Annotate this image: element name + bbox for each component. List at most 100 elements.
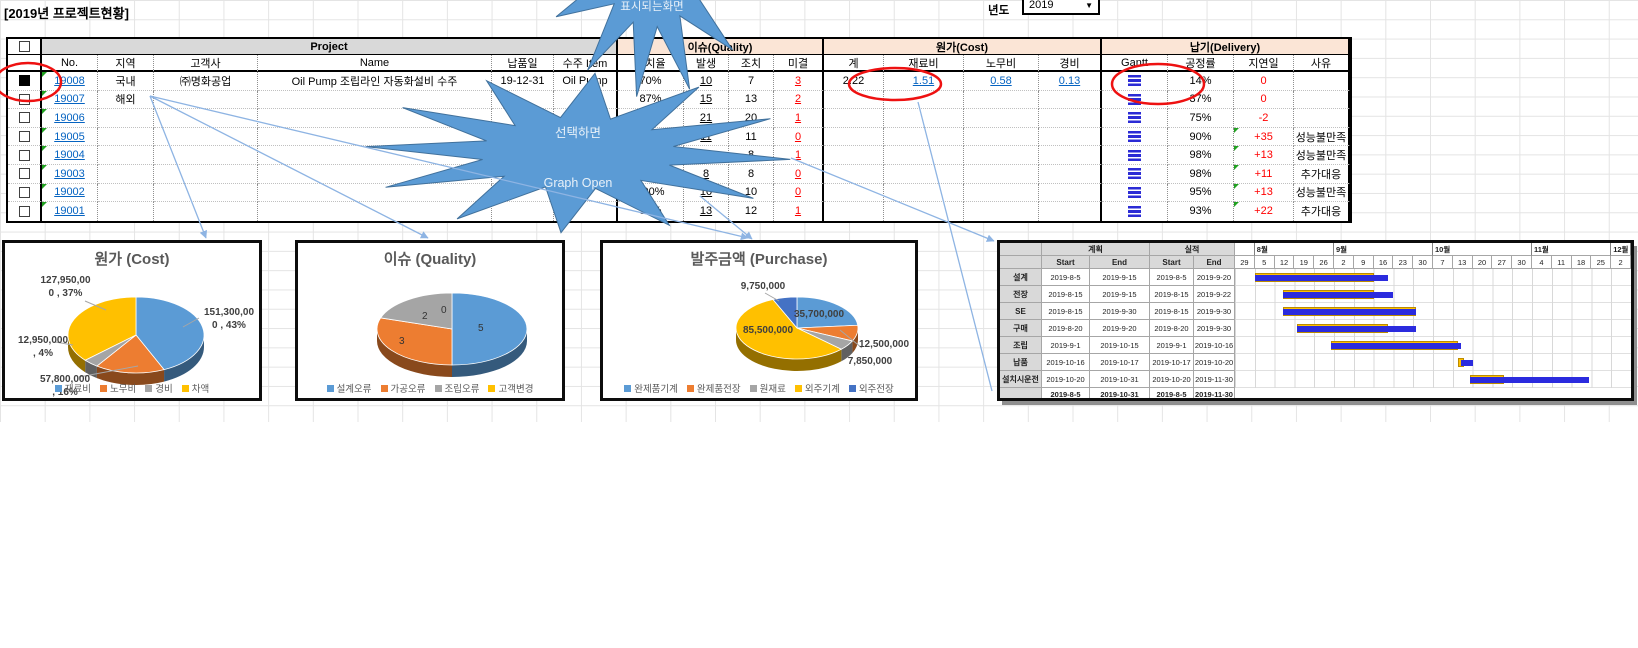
cell-delay: +35 [1234, 127, 1294, 147]
gantt-list-icon[interactable] [1128, 149, 1141, 161]
gantt-week: 30 [1512, 256, 1532, 269]
legend-item: 노무비 [100, 381, 136, 395]
legend-swatch [794, 384, 802, 392]
cell-no[interactable]: 19008 [42, 72, 98, 91]
cell-reason: 성능불만족 [1294, 183, 1350, 203]
row-checkbox[interactable] [18, 149, 30, 161]
cell-occurred: 15 [684, 90, 729, 110]
legend-item: 외주전장 [848, 381, 894, 395]
row-checkbox[interactable] [18, 93, 30, 105]
cell-gantt[interactable] [1102, 146, 1168, 165]
column-header: 지역 [98, 55, 154, 72]
cell-action_rate: 100% [618, 183, 684, 203]
cell-no[interactable]: 19002 [42, 183, 98, 203]
gantt-actual-start: 2019-8-5 [1150, 269, 1194, 286]
section-header-cost: 원가(Cost) [824, 39, 1102, 55]
cell-no[interactable]: 19001 [42, 202, 98, 221]
row-checkbox[interactable] [18, 112, 30, 124]
gantt-list-icon[interactable] [1128, 112, 1141, 124]
cell-gantt[interactable] [1102, 202, 1168, 221]
gantt-task-name: 설계 [1000, 269, 1042, 286]
cell-gantt[interactable] [1102, 127, 1168, 147]
cell-open: 2 [774, 90, 824, 110]
cell-action_rate: 92% [618, 202, 684, 221]
cell-gantt[interactable] [1102, 90, 1168, 110]
legend-label: 재료비 [64, 384, 92, 395]
cell-material[interactable]: 1.51 [884, 72, 964, 91]
legend-label: 고객변경 [498, 384, 534, 395]
column-header: 재료비 [884, 55, 964, 72]
row-checkbox[interactable] [18, 186, 30, 198]
gantt-list-icon[interactable] [1128, 168, 1141, 180]
cell-delay: +13 [1234, 183, 1294, 203]
purchase-pie [735, 292, 863, 371]
gantt-bar-actual [1297, 325, 1417, 332]
gantt-list-icon[interactable] [1128, 186, 1141, 198]
row-checkbox[interactable] [18, 75, 30, 87]
chart-legend: 재료비 노무비 경비 차액 [5, 381, 259, 395]
gantt-plan-start: 2019-8-15 [1042, 303, 1090, 320]
cell-no[interactable]: 19007 [42, 90, 98, 110]
gantt-task-name: 납품 [1000, 354, 1042, 371]
cell-gantt[interactable] [1102, 183, 1168, 203]
gantt-list-icon[interactable] [1128, 205, 1141, 217]
gantt-list-icon[interactable] [1128, 131, 1141, 143]
legend-label: 외주기계 [804, 384, 840, 395]
cell-expense[interactable]: 0.13 [1039, 72, 1102, 91]
column-header: 조치율 [618, 55, 684, 72]
cell-progress: 98% [1168, 146, 1234, 165]
cell-gantt[interactable] [1102, 164, 1168, 184]
select-all-checkbox[interactable] [18, 41, 30, 52]
row-checkbox[interactable] [18, 131, 30, 143]
gantt-task-name: 설치시운전 [1000, 371, 1042, 388]
gantt-actual-start: 2019-9-1 [1150, 337, 1194, 354]
gantt-actual-end: 2019-9-20 [1194, 269, 1235, 286]
cell-action_rate: 95% [618, 109, 684, 128]
cell-gantt[interactable] [1102, 109, 1168, 128]
cell-item [554, 183, 618, 203]
cell-no[interactable]: 19003 [42, 164, 98, 184]
gantt-footer: 2019-10-31 [1090, 388, 1150, 398]
cell-item [554, 164, 618, 184]
cost-pie-chart: 원가 (Cost) 127,950,00 0 , 37% 151,300,00 … [2, 240, 262, 401]
data-label: 127,950,00 0 , 37% [40, 275, 91, 299]
gantt-grid [1235, 269, 1631, 388]
year-dropdown[interactable]: 2019 ▼ [1022, 0, 1100, 15]
legend-item: 가공오류 [380, 381, 426, 395]
row-checkbox[interactable] [18, 168, 30, 180]
cell-labor[interactable]: 0.58 [964, 72, 1039, 91]
column-header-checkbox [8, 55, 42, 72]
cell-actioned: 8 [729, 164, 774, 184]
cell-expense [1039, 90, 1102, 110]
gantt-actual-end: 2019-10-20 [1194, 354, 1235, 371]
cell-no[interactable]: 19006 [42, 109, 98, 128]
cell-name [258, 146, 492, 165]
row-checkbox[interactable] [18, 205, 30, 217]
cell-gantt[interactable] [1102, 72, 1168, 91]
gantt-list-icon[interactable] [1128, 93, 1141, 105]
cell-progress: 95% [1168, 183, 1234, 203]
table-row: 19004 89% 9 8 1 98% +13 성능불만족 [8, 146, 1350, 165]
cell-labor [964, 127, 1039, 147]
cell-region [98, 164, 154, 184]
cell-no[interactable]: 19004 [42, 146, 98, 165]
gantt-actual-start: 2019-10-17 [1150, 354, 1194, 371]
data-label: 3 [399, 336, 405, 347]
gantt-week: 29 [1235, 256, 1255, 269]
cell-cost_total [824, 109, 884, 128]
data-label: 151,300,00 0 , 43% [203, 307, 255, 331]
cell-name [258, 202, 492, 221]
cell-delay: 0 [1234, 72, 1294, 91]
cell-actioned: 10 [729, 183, 774, 203]
gantt-list-icon[interactable] [1128, 75, 1141, 87]
cell-due_date [492, 164, 554, 184]
cell-no[interactable]: 19005 [42, 127, 98, 147]
cell-material [884, 202, 964, 221]
legend-item: 설계오류 [326, 381, 372, 395]
gantt-footer: 2019-11-30 [1194, 388, 1235, 398]
legend-label: 경비 [155, 384, 173, 395]
cell-customer [154, 127, 258, 147]
table-row: 19005 100% 11 11 0 90% +35 성능불만족 [8, 127, 1350, 147]
cell-reason [1294, 109, 1350, 128]
cell-region [98, 127, 154, 147]
